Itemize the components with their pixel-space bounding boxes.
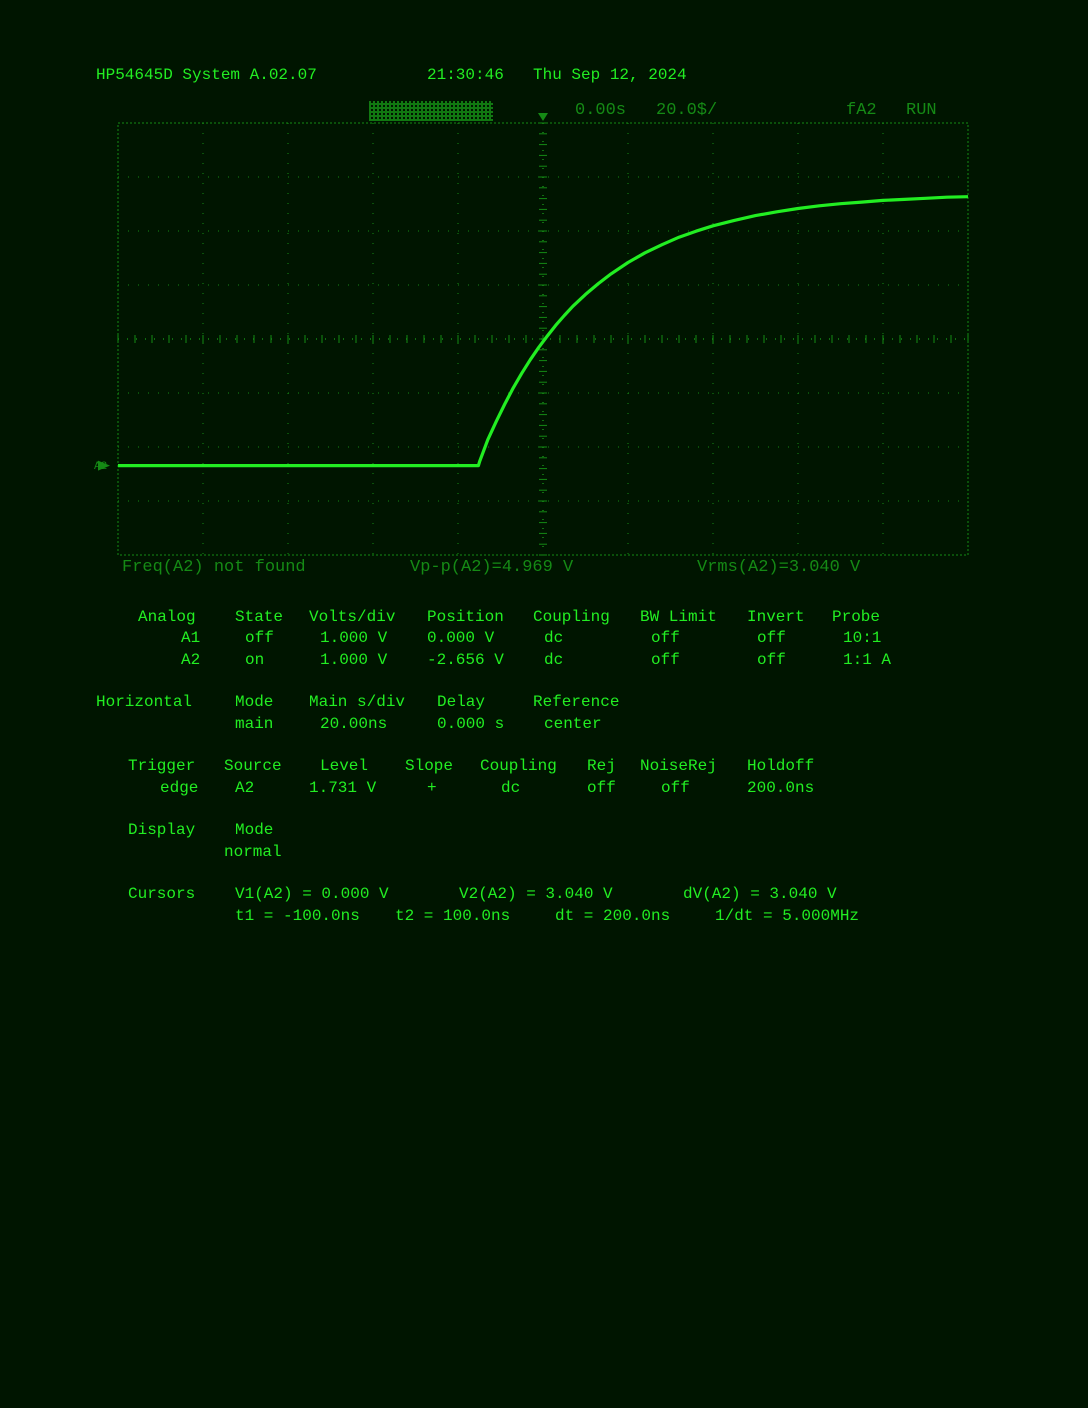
trigger-coupling-value: dc [501,779,521,797]
a1-position: 0.000 V [427,629,495,647]
a2-volts-div: 1.000 V [320,651,388,669]
trigger-coupling-header: Coupling [480,757,557,775]
bw-limit-header: BW Limit [640,608,717,626]
rej-header: Rej [587,757,616,775]
a2-waveform-trace [118,195,969,468]
trigger-header: Trigger [128,757,196,775]
measurement-vrms: Vrms(A2)=3.040 V [697,558,861,577]
header-date: Thu Sep 12, 2024 [533,66,687,84]
cursor-t1: t1 = -100.0ns [235,907,360,925]
measurement-vpp: Vp-p(A2)=4.969 V [410,558,574,577]
noiserej-value: off [661,779,690,797]
reference-value: center [544,715,602,733]
acquisition-indicator [369,101,493,121]
display-header: Display [128,821,196,839]
a1-probe: 10:1 [843,629,882,647]
invert-header: Invert [747,608,805,626]
run-status: RUN [906,101,937,120]
slope-value: + [427,779,437,797]
main-s-div-value: 20.00ns [320,715,388,733]
volts-div-header: Volts/div [309,608,396,626]
horizontal-header: Horizontal [96,693,193,711]
cursor-v1: V1(A2) = 0.000 V [235,885,389,903]
a2-coupling: dc [544,651,564,669]
display-mode-value: normal [224,843,282,861]
holdoff-value: 200.0ns [747,779,815,797]
channel-ground-marker: A2 [94,461,108,473]
state-header: State [235,608,284,626]
holdoff-header: Holdoff [747,757,815,775]
a1-name: A1 [181,629,201,647]
noiserej-header: NoiseRej [640,757,717,775]
main-s-div-header: Main s/div [309,693,406,711]
display-mode-header: Mode [235,821,274,839]
a2-name: A2 [181,651,201,669]
a2-bw-limit: off [651,651,680,669]
delay-header: Delay [437,693,486,711]
trigger-type-value: edge [160,779,199,797]
delay-readout: 0.00s [575,101,627,120]
rej-value: off [587,779,616,797]
cursor-v2: V2(A2) = 3.040 V [459,885,613,903]
source-value: A2 [235,779,255,797]
horizontal-mode-value: main [235,715,274,733]
cursors-header: Cursors [128,885,196,903]
a1-volts-div: 1.000 V [320,629,388,647]
a1-bw-limit: off [651,629,680,647]
a1-coupling: dc [544,629,564,647]
cursor-inv-dt: 1/dt = 5.000MHz [715,907,860,925]
delay-value: 0.000 s [437,715,505,733]
reference-header: Reference [533,693,620,711]
measurement-freq: Freq(A2) not found [122,558,306,577]
a2-probe: 1:1 A [843,651,892,669]
cursor-t2: t2 = 100.0ns [395,907,511,925]
a1-invert: off [757,629,786,647]
timebase-readout: 20.0$/ [656,101,718,120]
probe-header: Probe [832,608,881,626]
a2-invert: off [757,651,786,669]
header-time: 21:30:46 [427,66,504,84]
header-model: HP54645D System A.02.07 [96,66,317,84]
source-header: Source [224,757,282,775]
trigger-readout: fA2 [846,101,877,120]
a1-state: off [245,629,274,647]
coupling-header: Coupling [533,608,610,626]
horizontal-mode-header: Mode [235,693,274,711]
position-header: Position [427,608,504,626]
ground-level-marker-icon [98,460,110,471]
cursor-dv: dV(A2) = 3.040 V [683,885,837,903]
trigger-position-marker-icon [538,113,548,121]
slope-header: Slope [405,757,454,775]
analog-header: Analog [138,608,196,626]
level-value: 1.731 V [309,779,377,797]
cursor-dt: dt = 200.0ns [555,907,671,925]
waveform-display [98,113,969,556]
level-header: Level [320,757,369,775]
a2-state: on [245,651,265,669]
a2-position: -2.656 V [427,651,504,669]
